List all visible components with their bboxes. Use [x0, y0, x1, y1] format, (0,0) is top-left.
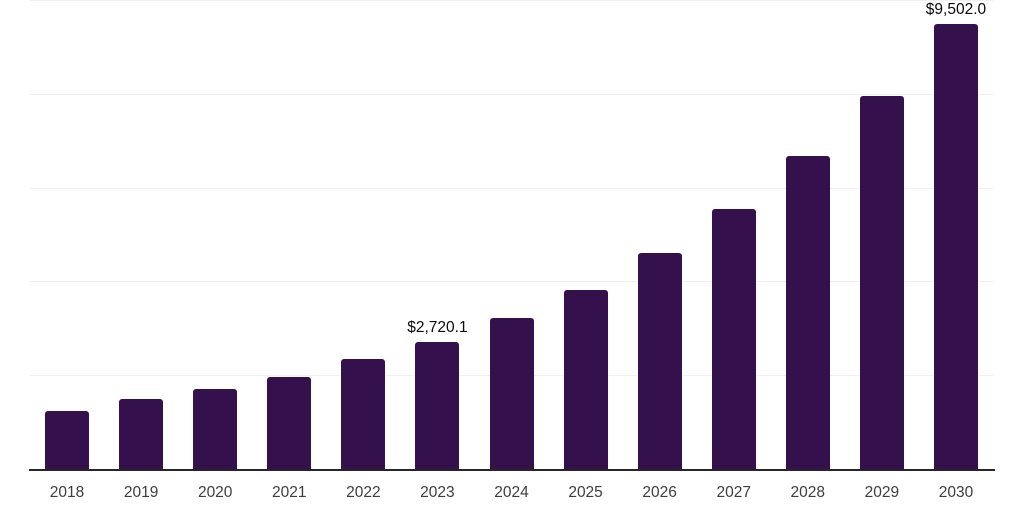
bar-2024 [489, 318, 534, 470]
bar-2021 [267, 376, 312, 470]
bar-2023 [415, 342, 460, 470]
data-label-2023: $2,720.1 [407, 318, 468, 336]
x-tick-2020: 2020 [197, 484, 233, 501]
x-axis-line [29, 469, 995, 471]
bar-2018 [45, 411, 90, 470]
x-tick-2030: 2030 [938, 484, 974, 501]
gridline-10000 [30, 0, 993, 1]
bar-2019 [119, 399, 164, 470]
x-axis-labels: 2018 2019 2020 2021 2022 2023 2024 2025 2026 2027… [30, 485, 993, 505]
x-tick-2024: 2024 [494, 484, 529, 501]
x-tick-2018: 2018 [49, 484, 85, 501]
x-tick-2019: 2019 [123, 484, 159, 501]
gridline-8000 [30, 93, 993, 95]
x-tick-2025: 2025 [568, 484, 603, 501]
bar-2025 [563, 289, 608, 470]
bar-2026 [637, 252, 682, 470]
bar-2020 [193, 388, 238, 470]
x-tick-2023: 2023 [420, 484, 455, 501]
x-tick-2026: 2026 [642, 484, 677, 501]
plot-area: $2,720.1 $9,502.0 [30, 0, 993, 470]
bar-2022 [341, 359, 386, 470]
bar-2028 [785, 156, 830, 470]
bar-2029 [859, 96, 904, 470]
x-tick-2022: 2022 [346, 484, 381, 501]
x-tick-2028: 2028 [790, 484, 826, 501]
gridline-6000 [30, 187, 993, 189]
data-label-2030: $9,502.0 [925, 0, 987, 18]
x-tick-2029: 2029 [864, 484, 900, 501]
gridline-4000 [30, 281, 993, 283]
x-tick-2021: 2021 [272, 484, 307, 501]
bar-2030 [933, 24, 978, 470]
bar-2027 [711, 209, 756, 470]
x-tick-2027: 2027 [716, 484, 751, 501]
